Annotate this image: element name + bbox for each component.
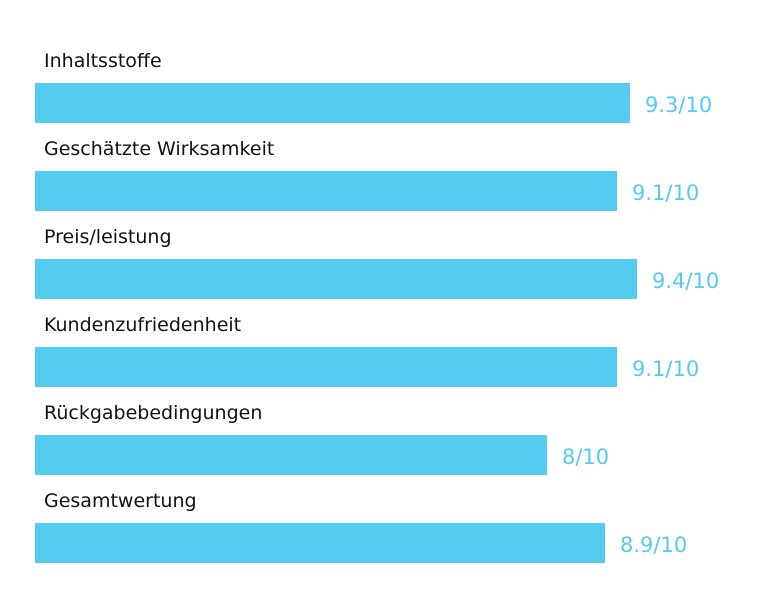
category-label: Gesamtwertung	[44, 490, 197, 512]
category-label: Inhaltsstoffe	[44, 50, 162, 72]
bar	[35, 347, 617, 387]
bar	[35, 523, 605, 563]
value-label: 9.4/10	[652, 269, 720, 293]
value-label: 8.9/10	[620, 533, 688, 557]
category-label: Geschätzte Wirksamkeit	[44, 138, 275, 160]
bar	[35, 259, 637, 299]
value-label: 9.3/10	[645, 93, 713, 117]
value-label: 9.1/10	[632, 181, 700, 205]
bar	[35, 435, 547, 475]
category-label: Preis/leistung	[44, 226, 172, 248]
category-label: Rückgabebedingungen	[44, 402, 263, 424]
value-label: 9.1/10	[632, 357, 700, 381]
value-label: 8/10	[562, 445, 610, 469]
bar	[35, 171, 617, 211]
bar	[35, 83, 630, 123]
category-label: Kundenzufriedenheit	[44, 314, 242, 336]
